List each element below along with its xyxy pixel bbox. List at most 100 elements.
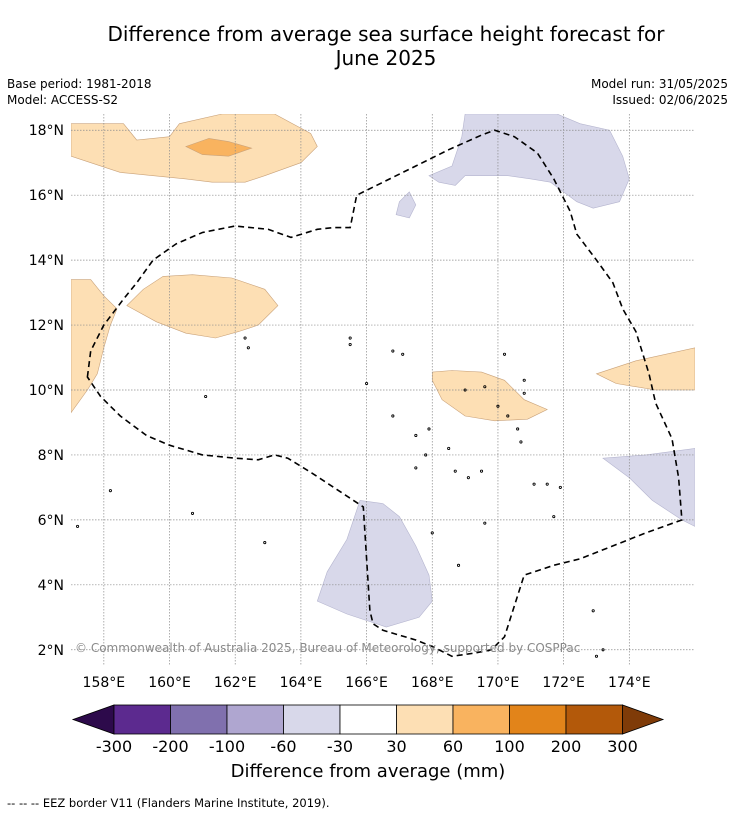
colorbar-tick-label: -200 bbox=[152, 737, 188, 756]
island bbox=[519, 440, 523, 444]
colorbar-tick-label: 100 bbox=[494, 737, 525, 756]
island bbox=[479, 469, 484, 473]
anomaly-region bbox=[126, 274, 279, 339]
anomaly-region bbox=[395, 191, 417, 219]
island bbox=[424, 453, 428, 457]
anomaly-region bbox=[185, 138, 253, 157]
longitude-tick-label: 174°E bbox=[608, 675, 651, 691]
copyright-notice: © Commonwealth of Australia 2025, Bureau… bbox=[75, 641, 581, 655]
colorbar-tick-label: 300 bbox=[607, 737, 638, 756]
island bbox=[447, 446, 451, 450]
island bbox=[430, 531, 434, 535]
colorbar-bin bbox=[170, 704, 228, 735]
longitude-tick-label: 158°E bbox=[83, 675, 126, 691]
colorbar-tick-labels: -300 -200 -100 -60 -30 30 60 100 200 300 bbox=[96, 737, 638, 756]
island bbox=[601, 648, 605, 652]
longitude-tick-label: 168°E bbox=[411, 675, 454, 691]
latitude-tick-label: 10°N bbox=[29, 383, 64, 399]
island bbox=[190, 511, 195, 515]
colorbar-bin bbox=[396, 704, 454, 735]
title-line-2: June 2025 bbox=[335, 46, 437, 70]
colorbar-extend-low bbox=[71, 704, 115, 735]
colorbar-tick-label: 60 bbox=[443, 737, 463, 756]
colorbar-bin bbox=[113, 704, 171, 735]
anomaly-region bbox=[316, 500, 433, 628]
base-period-text: Base period: 1981-2018 bbox=[7, 77, 152, 91]
longitude-tick-label: 172°E bbox=[542, 675, 585, 691]
island bbox=[483, 385, 487, 389]
islands bbox=[76, 336, 605, 658]
latitude-tick-label: 14°N bbox=[29, 253, 64, 269]
latitude-labels: 18°N 16°N 14°N 12°N 10°N 8°N 6°N 4°N 2°N bbox=[29, 123, 64, 659]
longitude-tick-label: 160°E bbox=[148, 675, 191, 691]
issued-text: Issued: 02/06/2025 bbox=[612, 93, 728, 107]
island bbox=[496, 404, 500, 408]
latitude-tick-label: 16°N bbox=[29, 188, 64, 204]
island bbox=[401, 352, 405, 356]
island bbox=[558, 485, 562, 489]
island bbox=[391, 414, 395, 418]
colorbar-tick-label: -300 bbox=[96, 737, 132, 756]
model-run-text: Model run: 31/05/2025 bbox=[590, 77, 728, 91]
colorbar-tick-label: 200 bbox=[551, 737, 582, 756]
colorbar-bin bbox=[339, 704, 397, 735]
colorbar-bin bbox=[509, 704, 567, 735]
island bbox=[483, 521, 487, 525]
colorbar bbox=[71, 704, 665, 735]
latitude-tick-label: 8°N bbox=[38, 448, 64, 464]
island bbox=[522, 391, 526, 395]
longitude-labels: 158°E 160°E 162°E 164°E 166°E 168°E 170°E 172°E… bbox=[83, 675, 651, 691]
island bbox=[516, 427, 520, 431]
anomaly-region bbox=[602, 448, 695, 527]
latitude-tick-label: 6°N bbox=[38, 513, 64, 529]
island bbox=[243, 336, 247, 340]
island bbox=[348, 342, 352, 347]
anomaly-region bbox=[431, 370, 548, 422]
colorbar-tick-label: -60 bbox=[270, 737, 296, 756]
model-text: Model: ACCESS-S2 bbox=[7, 93, 119, 107]
island bbox=[591, 609, 595, 613]
island bbox=[427, 427, 431, 431]
map-title: Difference from average sea surface heig… bbox=[40, 22, 732, 70]
anomaly-region bbox=[595, 347, 695, 391]
longitude-tick-label: 162°E bbox=[214, 675, 257, 691]
longitude-tick-label: 166°E bbox=[345, 675, 388, 691]
longitude-tick-label: 170°E bbox=[477, 675, 520, 691]
island bbox=[522, 378, 526, 382]
island bbox=[545, 482, 549, 486]
latitude-tick-label: 12°N bbox=[29, 318, 64, 334]
colorbar-bin bbox=[452, 704, 510, 735]
colorbar-tick-label: -100 bbox=[209, 737, 245, 756]
latitude-tick-label: 4°N bbox=[38, 578, 64, 594]
island bbox=[456, 563, 461, 567]
longitude-tick-label: 164°E bbox=[280, 675, 323, 691]
latitude-tick-label: 2°N bbox=[38, 643, 64, 659]
island bbox=[594, 654, 599, 658]
island bbox=[391, 349, 395, 353]
colorbar-bin bbox=[226, 704, 284, 735]
colorbar-tick-label: -30 bbox=[327, 737, 353, 756]
colorbar-bin bbox=[565, 704, 623, 735]
colorbar-label: Difference from average (mm) bbox=[230, 761, 506, 782]
footer-legend: -- -- -- EEZ border V11 (Flanders Marine… bbox=[7, 796, 330, 810]
island bbox=[552, 515, 556, 519]
island bbox=[532, 482, 536, 486]
meta-right: Model run: 31/05/2025 Issued: 02/06/2025 bbox=[591, 76, 728, 108]
island bbox=[204, 394, 208, 399]
island bbox=[108, 489, 112, 493]
colorbar-bin bbox=[283, 704, 341, 735]
island bbox=[463, 388, 467, 392]
latitude-tick-label: 18°N bbox=[29, 123, 64, 139]
island bbox=[414, 466, 418, 470]
anomaly-regions bbox=[71, 114, 695, 628]
anomaly-region bbox=[428, 114, 630, 209]
island bbox=[466, 476, 470, 480]
colorbar-tick-label: 30 bbox=[386, 737, 406, 756]
island bbox=[506, 414, 510, 418]
island bbox=[348, 336, 352, 340]
gridlines bbox=[71, 114, 695, 666]
colorbar-extend-high bbox=[622, 704, 665, 735]
island bbox=[246, 346, 250, 350]
island bbox=[502, 352, 507, 356]
